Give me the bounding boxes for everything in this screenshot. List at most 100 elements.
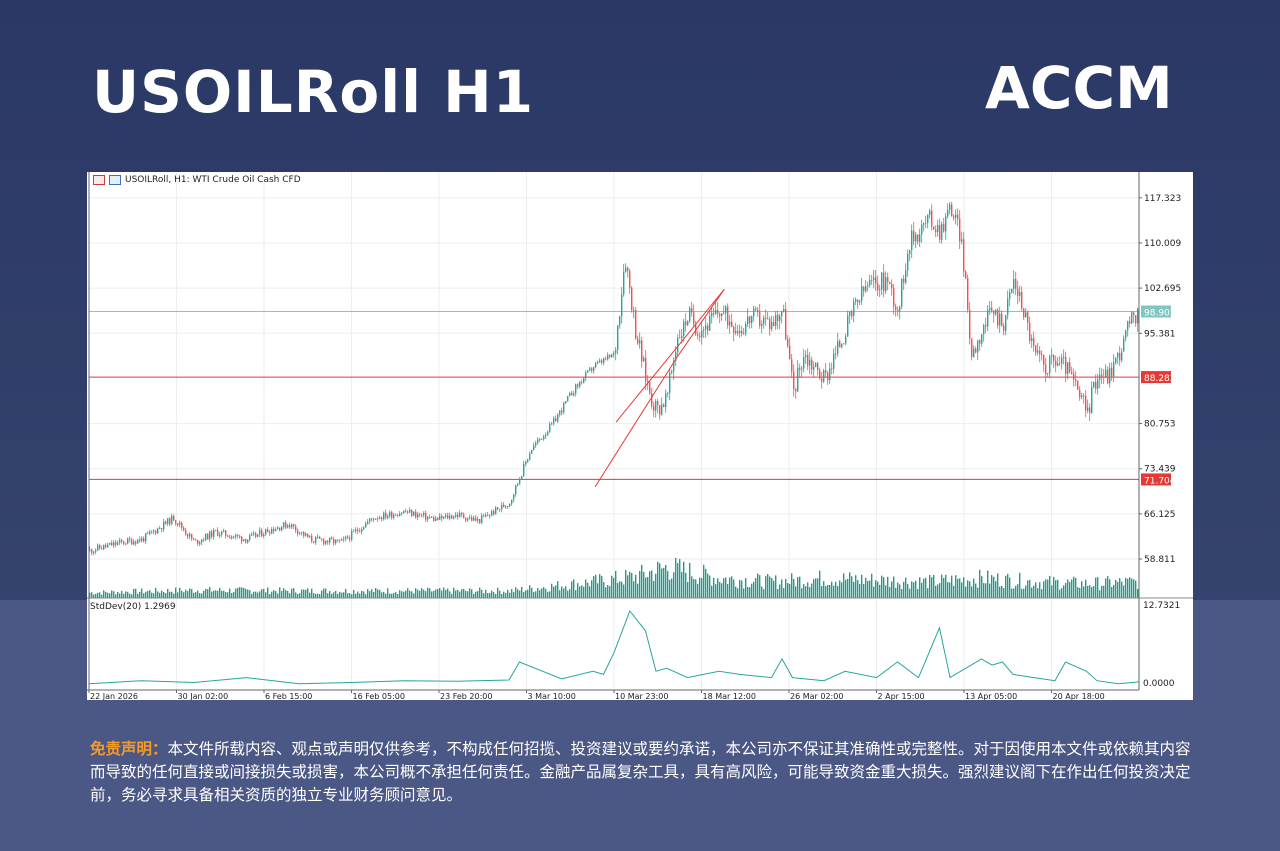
price-candle-body	[615, 349, 617, 353]
volume-bar	[899, 584, 901, 598]
volume-bar	[1073, 576, 1075, 598]
price-candle-body	[563, 402, 565, 413]
price-candle-body	[311, 536, 313, 542]
price-candle-body	[223, 530, 225, 532]
price-candle-body	[313, 541, 315, 543]
price-candle-body	[473, 517, 475, 521]
volume-bar	[1011, 588, 1013, 598]
price-candle-body	[947, 210, 949, 217]
volume-bar	[355, 593, 357, 598]
price-candle-body	[389, 512, 391, 516]
price-candle-body	[1121, 351, 1123, 361]
price-candle-body	[135, 541, 137, 544]
volume-bar	[919, 577, 921, 598]
volume-bar	[285, 590, 287, 598]
volume-bar	[677, 563, 679, 598]
volume-bar	[349, 593, 351, 598]
volume-bar	[573, 579, 575, 598]
y-tick-label: 58.811	[1144, 555, 1176, 565]
price-candle-body	[1099, 374, 1101, 380]
price-candle-body	[935, 229, 937, 233]
volume-bar	[983, 583, 985, 598]
price-candle-body	[601, 360, 603, 363]
volume-bar	[697, 584, 699, 598]
volume-bar	[445, 589, 447, 598]
volume-bar	[313, 593, 315, 598]
volume-bar	[331, 593, 333, 598]
volume-bar	[1021, 588, 1023, 598]
price-candle-body	[511, 499, 513, 504]
volume-bar	[359, 593, 361, 598]
volume-bar	[1105, 578, 1107, 598]
price-chart[interactable]: 88.282 71.704 98.905 12.7321 0.0000 117.323…	[87, 172, 1193, 700]
volume-bar	[1057, 579, 1059, 598]
volume-bar	[935, 585, 937, 598]
volume-bar	[745, 578, 747, 598]
price-candle-body	[561, 410, 563, 413]
price-candle-body	[405, 510, 407, 512]
price-candle-body	[833, 353, 835, 370]
volume-bar	[429, 588, 431, 598]
price-candle-body	[125, 543, 127, 545]
price-candle-body	[299, 532, 301, 534]
price-candle-body	[955, 214, 957, 218]
price-candle-body	[587, 370, 589, 373]
price-candle-body	[819, 369, 821, 379]
price-series	[89, 201, 1139, 556]
price-candle-body	[383, 512, 385, 520]
volume-bar	[815, 578, 817, 598]
price-candle-body	[961, 239, 963, 242]
price-candle-body	[115, 542, 117, 545]
volume-bar	[449, 591, 451, 598]
volume-bar	[327, 593, 329, 598]
volume-bar	[511, 588, 513, 598]
volume-bar	[161, 590, 163, 598]
volume-bar	[917, 589, 919, 598]
price-candle-body	[641, 340, 643, 362]
volume-bar	[613, 577, 615, 598]
price-candle-body	[687, 321, 689, 326]
volume-bar	[477, 591, 479, 598]
price-candle-body	[1031, 338, 1033, 341]
price-candle-body	[849, 311, 851, 316]
volume-bar	[1063, 585, 1065, 598]
price-candle-body	[655, 401, 657, 411]
price-candle-body	[1027, 312, 1029, 323]
price-candle-body	[129, 538, 131, 540]
volume-bar	[863, 583, 865, 598]
price-candle-body	[667, 392, 669, 394]
price-chart-svg[interactable]: 88.282 71.704 98.905 12.7321 0.0000 117.323…	[87, 172, 1193, 700]
volume-bar	[857, 580, 859, 598]
x-tick-label: 6 Feb 15:00	[265, 692, 312, 700]
volume-bar	[281, 591, 283, 598]
x-tick-label: 3 Mar 10:00	[528, 692, 576, 700]
price-candle-body	[697, 334, 699, 336]
volume-bar	[399, 590, 401, 598]
volume-bar	[617, 582, 619, 598]
volume-bar	[471, 589, 473, 598]
volume-bar	[335, 590, 337, 598]
price-candle-body	[401, 513, 403, 515]
volume-bar	[979, 569, 981, 598]
price-candle-body	[931, 210, 933, 227]
price-candle-body	[225, 530, 227, 536]
volume-bar	[261, 589, 263, 598]
volume-bar	[1115, 579, 1117, 598]
volume-bar	[365, 594, 367, 598]
volume-bar	[1121, 581, 1123, 598]
price-candle-body	[457, 514, 459, 517]
price-candle-body	[577, 384, 579, 387]
price-candle-body	[821, 378, 823, 382]
price-candle-body	[509, 503, 511, 507]
price-candle-body	[371, 518, 373, 520]
price-candle-body	[853, 301, 855, 317]
chart-properties-icon[interactable]	[109, 175, 121, 185]
volume-bar	[441, 590, 443, 598]
price-candle-body	[1133, 312, 1135, 316]
volume-bar	[495, 594, 497, 598]
price-candle-body	[1047, 373, 1049, 375]
price-candle-body	[333, 539, 335, 544]
volume-bar	[653, 580, 655, 598]
price-candle-body	[119, 539, 121, 543]
chart-table-icon[interactable]	[93, 175, 105, 185]
